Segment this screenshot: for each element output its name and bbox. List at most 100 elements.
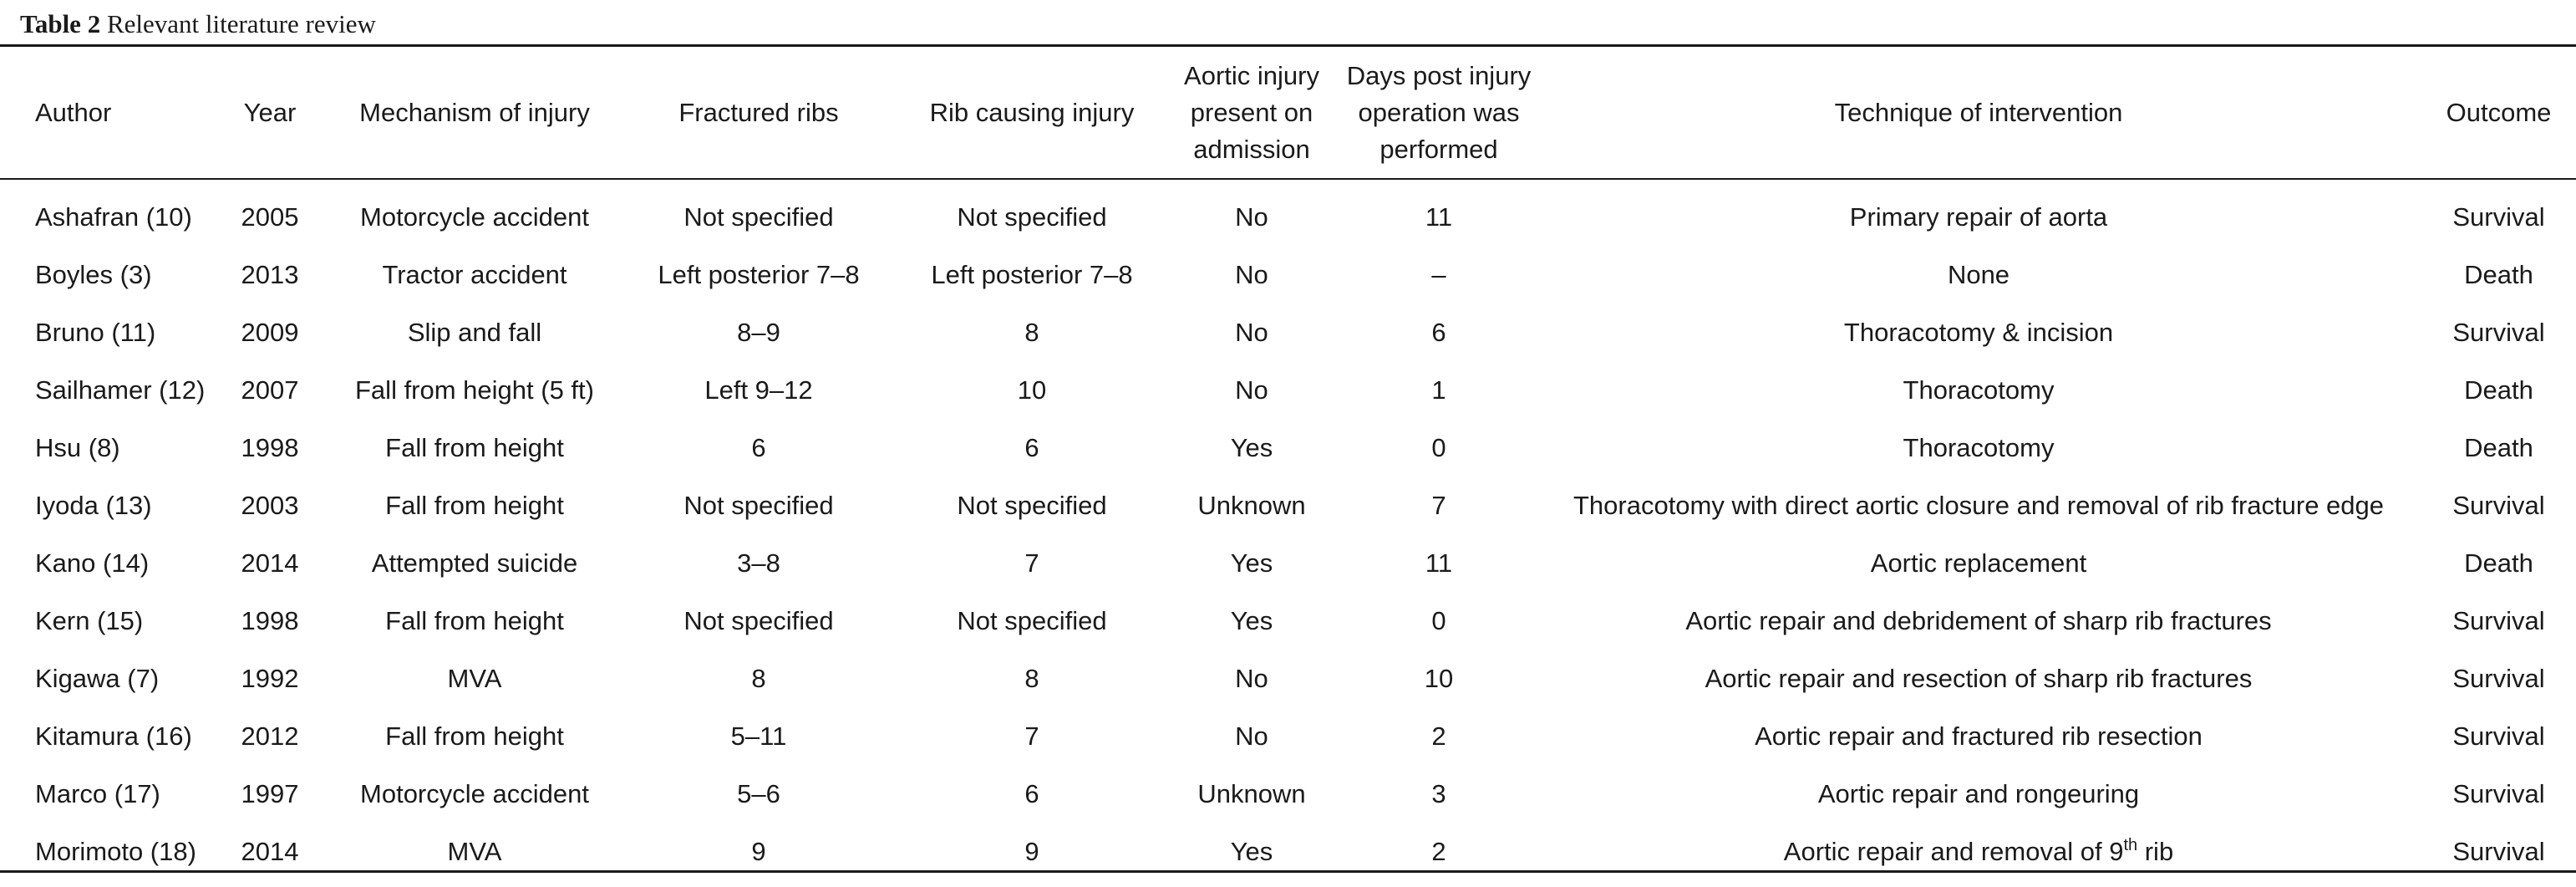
cell-mechanism: MVA xyxy=(447,663,502,693)
cell-year: 2007 xyxy=(241,375,299,405)
table-row: Kigawa (7) 1992 MVA 8 8 No 10 Aortic repair and… xyxy=(0,650,2576,707)
cell-fractured-ribs: Not specified xyxy=(683,490,834,520)
cell-year: 2005 xyxy=(241,201,299,232)
top-rule xyxy=(0,44,2576,47)
cell-rib-causing-injury: Left posterior 7–8 xyxy=(931,259,1133,289)
cell-year: 1998 xyxy=(241,432,299,462)
cell-days-post-injury: 2 xyxy=(1431,721,1446,751)
cell-technique: Thoracotomy with direct aortic closure a… xyxy=(1573,490,2385,520)
cell-fractured-ribs: 3–8 xyxy=(737,548,780,578)
cell-author: Morimoto (18) xyxy=(35,836,196,866)
table-row: Hsu (8) 1998 Fall from height 6 6 Yes 0 Thoraco… xyxy=(0,419,2576,477)
table-caption-label: Table 2 xyxy=(20,9,101,38)
cell-author: Bruno (11) xyxy=(35,317,156,347)
cell-year: 2012 xyxy=(241,721,299,751)
header-row: Author Year Mechanism of injury Fracture… xyxy=(0,47,2576,178)
table-body: Ashafran (10) 2005 Motorcycle accident Not … xyxy=(0,178,2576,880)
cell-rib-causing-injury: 9 xyxy=(1024,836,1039,866)
cell-year: 2003 xyxy=(241,490,299,520)
cell-outcome: Survival xyxy=(2452,836,2545,866)
cell-author: Kern (15) xyxy=(35,605,144,635)
header-author: Author xyxy=(35,97,112,127)
cell-technique: Thoracotomy & incision xyxy=(1843,317,2114,347)
cell-days-post-injury: 6 xyxy=(1431,317,1446,347)
cell-author: Hsu (8) xyxy=(35,432,120,462)
cell-aortic-injury: Unknown xyxy=(1197,490,1306,520)
cell-mechanism: Fall from height xyxy=(385,605,564,635)
cell-technique: Aortic replacement xyxy=(1870,548,2087,578)
header-rib-causing-injury: Rib causing injury xyxy=(929,97,1135,127)
cell-fractured-ribs: 5–6 xyxy=(737,778,780,808)
table-row: Kitamura (16) 2012 Fall from height 5–11 7 No… xyxy=(0,707,2576,765)
cell-author: Kitamura (16) xyxy=(35,721,192,751)
cell-days-post-injury: 2 xyxy=(1431,836,1446,866)
cell-rib-causing-injury: 8 xyxy=(1024,317,1039,347)
cell-technique: Aortic repair and debridement of sharp r… xyxy=(1685,605,2272,635)
cell-aortic-injury: Yes xyxy=(1230,548,1273,578)
cell-rib-causing-injury: 7 xyxy=(1024,721,1039,751)
cell-year: 2009 xyxy=(241,317,299,347)
cell-fractured-ribs: 9 xyxy=(751,836,766,866)
table-row: Morimoto (18) 2014 MVA 9 9 Yes 2 Aortic repair … xyxy=(0,823,2576,880)
cell-outcome: Survival xyxy=(2452,201,2545,232)
cell-days-post-injury: 7 xyxy=(1431,490,1446,520)
cell-technique: Aortic repair and removal of 9th rib xyxy=(1783,835,2174,866)
cell-days-post-injury: 11 xyxy=(1425,548,1453,578)
cell-year: 1997 xyxy=(241,778,299,808)
table-row: Marco (17) 1997 Motorcycle accident 5–6 6 Unk… xyxy=(0,765,2576,823)
cell-outcome: Death xyxy=(2464,375,2533,405)
cell-rib-causing-injury: Not specified xyxy=(957,490,1107,520)
cell-technique: Thoracotomy xyxy=(1903,375,2055,405)
cell-rib-causing-injury: 7 xyxy=(1024,548,1039,578)
table-caption: Table 2 Relevant literature review xyxy=(20,3,376,45)
cell-mechanism: Fall from height xyxy=(385,432,564,462)
cell-author: Ashafran (10) xyxy=(35,201,192,232)
table-row: Boyles (3) 2013 Tractor accident Left poste… xyxy=(0,246,2576,303)
cell-year: 2014 xyxy=(241,548,299,578)
cell-outcome: Survival xyxy=(2452,490,2545,520)
cell-fractured-ribs: 8–9 xyxy=(737,317,780,347)
header-rule xyxy=(0,178,2576,180)
cell-mechanism: MVA xyxy=(447,836,502,866)
cell-days-post-injury: 3 xyxy=(1431,778,1446,808)
cell-technique: Aortic repair and fractured rib resectio… xyxy=(1755,721,2203,751)
cell-fractured-ribs: 8 xyxy=(751,663,766,693)
cell-days-post-injury: 11 xyxy=(1425,201,1453,232)
cell-outcome: Survival xyxy=(2452,663,2545,693)
table-row: Kern (15) 1998 Fall from height Not specifi… xyxy=(0,592,2576,650)
cell-mechanism: Fall from height xyxy=(385,721,564,751)
cell-days-post-injury: 0 xyxy=(1431,432,1446,462)
cell-aortic-injury: No xyxy=(1235,317,1268,347)
cell-outcome: Survival xyxy=(2452,721,2545,751)
cell-outcome: Survival xyxy=(2452,778,2545,808)
cell-aortic-injury: No xyxy=(1235,721,1268,751)
table-row: Sailhamer (12) 2007 Fall from height (5 ft… xyxy=(0,361,2576,419)
cell-fractured-ribs: Left posterior 7–8 xyxy=(658,259,860,289)
cell-fractured-ribs: Not specified xyxy=(683,201,834,232)
table-row: Iyoda (13) 2003 Fall from height Not specif… xyxy=(0,477,2576,534)
cell-aortic-injury: Yes xyxy=(1230,836,1273,866)
cell-fractured-ribs: Not specified xyxy=(683,605,834,635)
cell-author: Kano (14) xyxy=(35,548,150,578)
header-days-post-injury: Days post injury operation was performed xyxy=(1346,60,1532,164)
cell-year: 2014 xyxy=(241,836,299,866)
cell-outcome: Death xyxy=(2464,548,2533,578)
table-row: Ashafran (10) 2005 Motorcycle accident Not … xyxy=(0,178,2576,246)
cell-aortic-injury: No xyxy=(1235,259,1268,289)
cell-outcome: Death xyxy=(2464,432,2533,462)
cell-rib-causing-injury: 8 xyxy=(1024,663,1039,693)
cell-outcome: Survival xyxy=(2452,605,2545,635)
cell-technique: None xyxy=(1947,259,2010,289)
cell-mechanism: Slip and fall xyxy=(407,317,542,347)
cell-days-post-injury: 10 xyxy=(1424,663,1454,693)
header-fractured-ribs: Fractured ribs xyxy=(678,97,839,127)
cell-mechanism: Tractor accident xyxy=(382,259,567,289)
cell-mechanism: Motorcycle accident xyxy=(360,201,589,232)
header-mechanism: Mechanism of injury xyxy=(359,97,590,127)
table-caption-title: Relevant literature review xyxy=(106,9,376,38)
cell-rib-causing-injury: Not specified xyxy=(957,201,1107,232)
cell-author: Boyles (3) xyxy=(35,259,152,289)
cell-mechanism: Fall from height xyxy=(385,490,564,520)
header-technique: Technique of intervention xyxy=(1834,97,2123,127)
cell-aortic-injury: Yes xyxy=(1230,432,1273,462)
